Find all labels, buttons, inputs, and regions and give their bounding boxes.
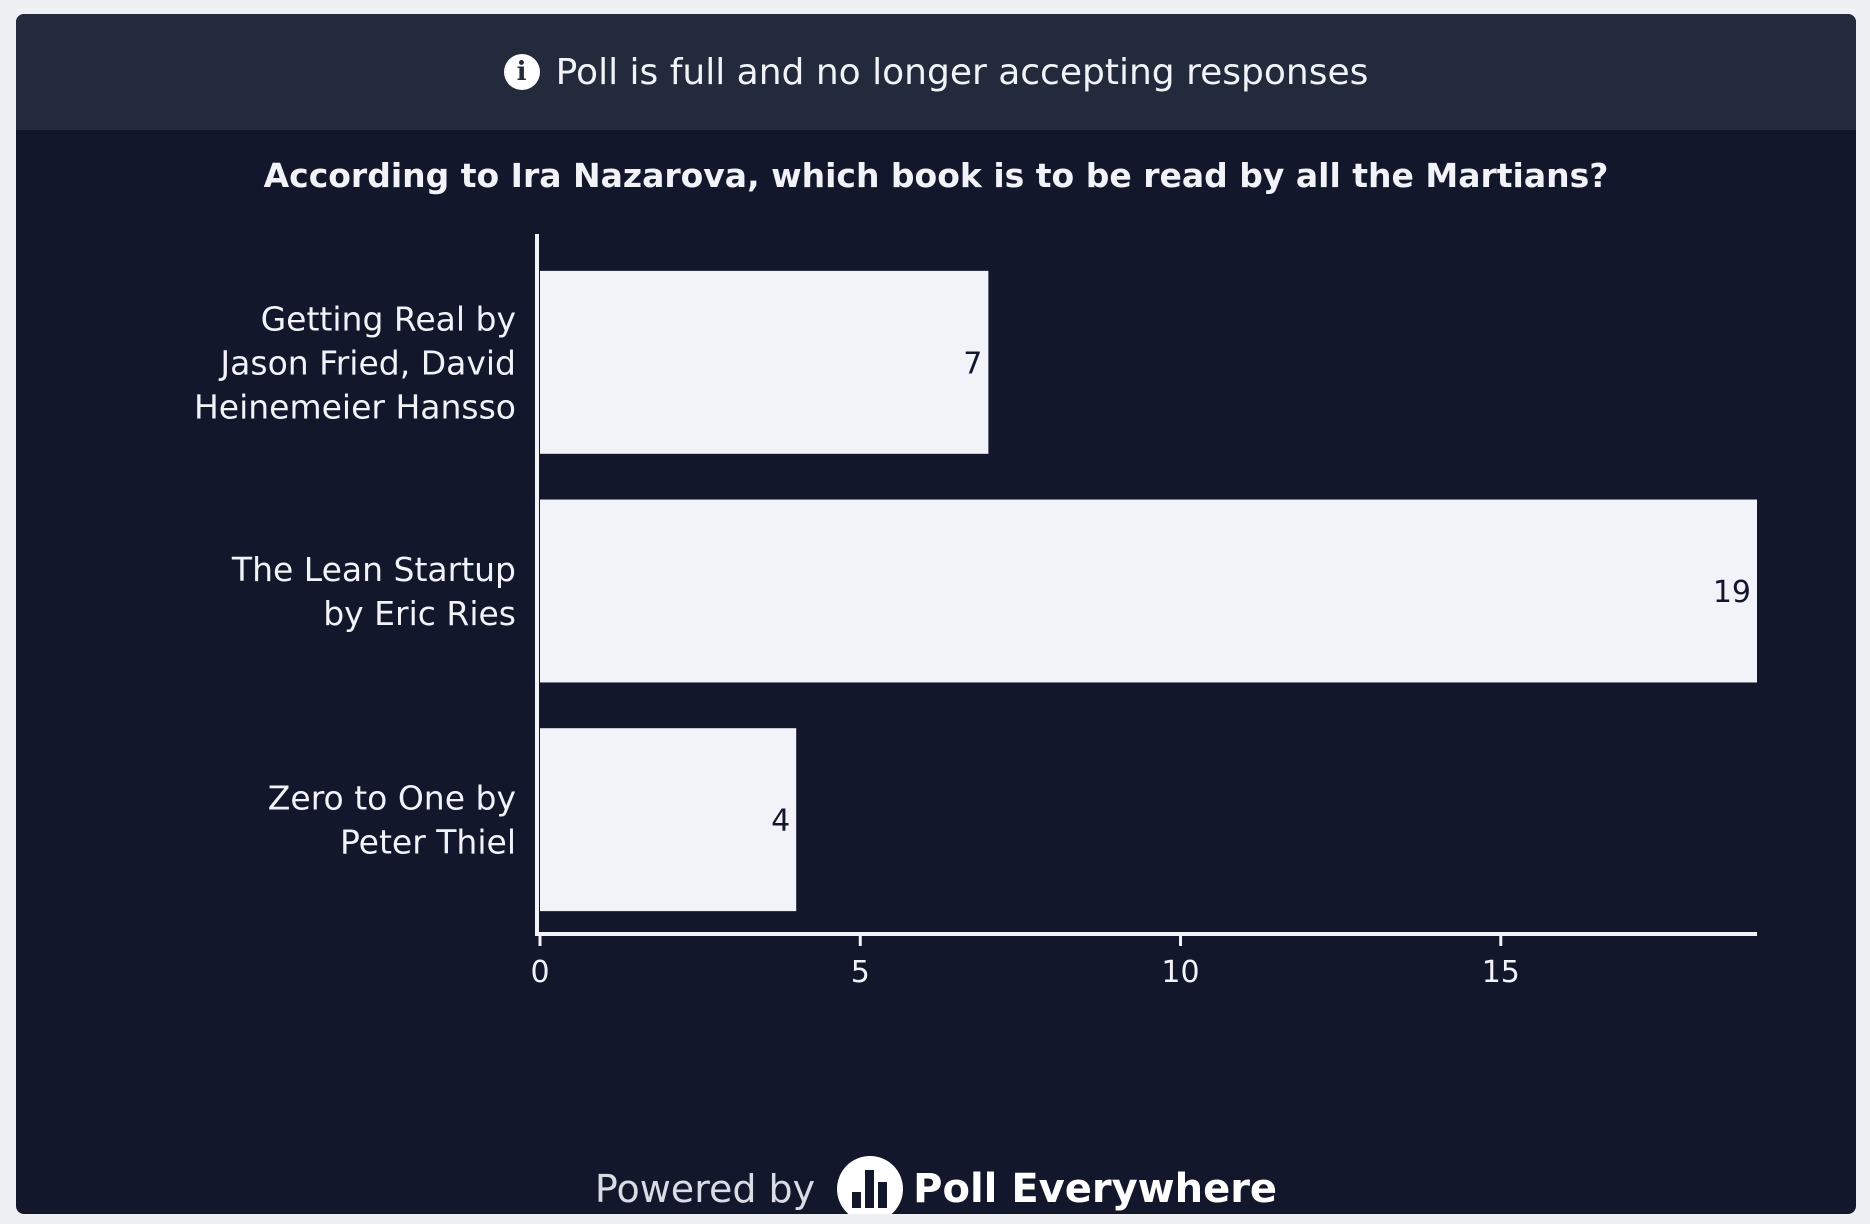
footer: Powered by Poll Everywhere [16,1154,1856,1214]
powered-by-label: Powered by [594,1167,816,1211]
poll-panel: i Poll is full and no longer accepting r… [16,14,1856,1214]
bar [540,728,797,912]
results-chart: 7 Getting Real by Jason Fried, David Heinem… [194,234,1757,990]
x-tick-label: 15 [1482,955,1520,990]
bar [540,499,1757,683]
bar-value-label: 7 [963,346,982,381]
status-banner: i Poll is full and no longer accepting r… [16,14,1856,130]
bar [540,270,989,454]
x-tick-label: 0 [530,955,549,990]
poll-everywhere-logo-icon [837,1156,904,1214]
x-tick-label: 5 [851,955,870,990]
category-label: The Lean Startup by Eric Ries [231,550,516,633]
category-label: Getting Real by Jason Fried, David Heineme… [194,299,516,426]
info-icon: i [503,54,540,90]
x-tick-label: 10 [1161,955,1199,990]
status-message: Poll is full and no longer accepting res… [555,51,1369,93]
bar-value-label: 19 [1713,575,1751,610]
bar-value-label: 4 [771,804,790,839]
category-label: Zero to One by Peter Thiel [268,779,516,862]
poll-question: According to Ira Nazarova, which book is… [263,156,1609,195]
brand-name[interactable]: Poll Everywhere [913,1166,1278,1212]
